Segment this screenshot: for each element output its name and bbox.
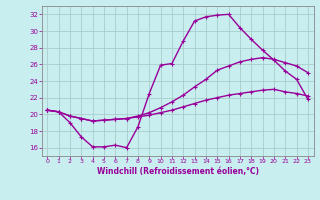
X-axis label: Windchill (Refroidissement éolien,°C): Windchill (Refroidissement éolien,°C)	[97, 167, 259, 176]
